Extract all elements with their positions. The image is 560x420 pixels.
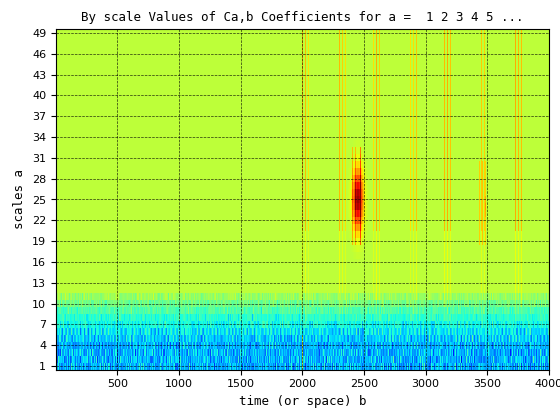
Title: By scale Values of Ca,b Coefficients for a =  1 2 3 4 5 ...: By scale Values of Ca,b Coefficients for… — [81, 11, 524, 24]
Y-axis label: scales a: scales a — [13, 170, 26, 229]
X-axis label: time (or space) b: time (or space) b — [239, 395, 366, 408]
